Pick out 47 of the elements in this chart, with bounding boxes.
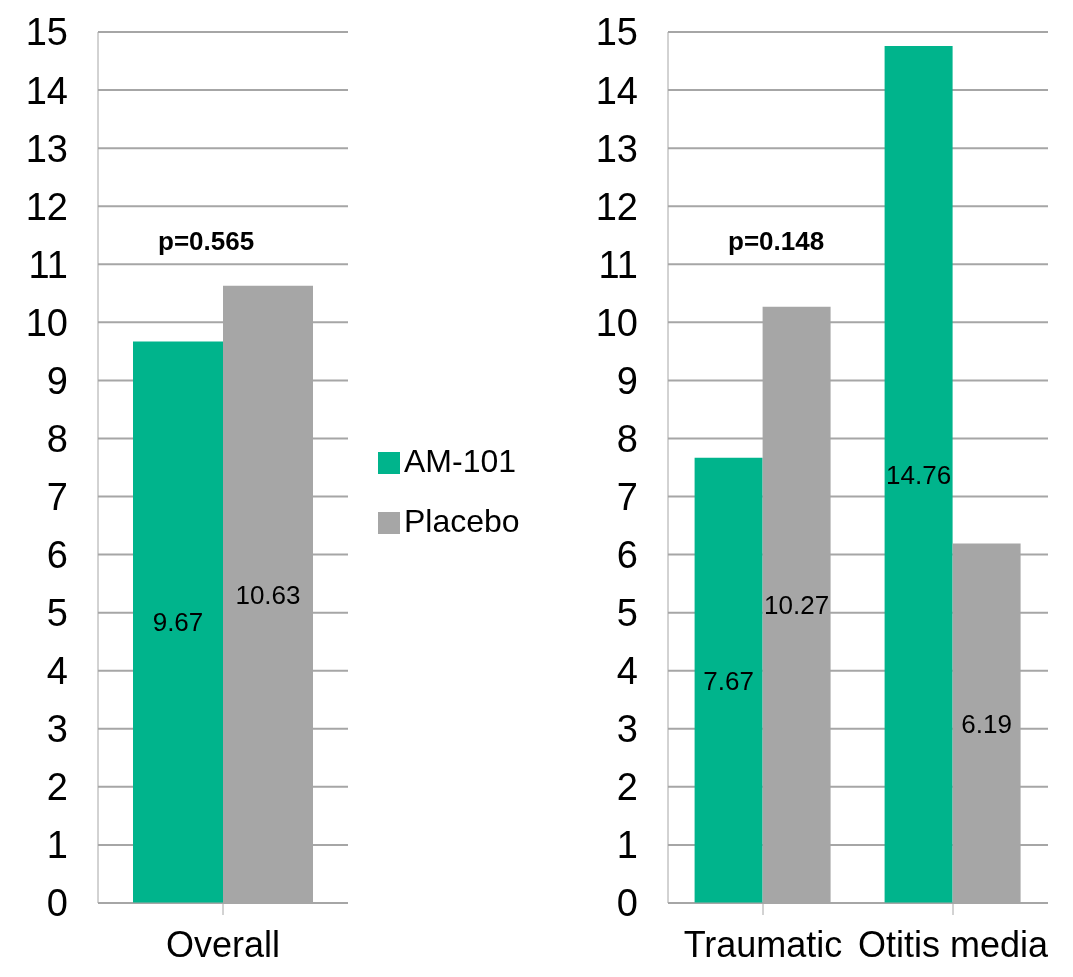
y-tick-label: 5 [46, 592, 68, 635]
y-tick-label: 0 [616, 882, 638, 925]
y-tick-label: 10 [595, 301, 638, 344]
y-tick-label: 3 [46, 708, 68, 751]
y-tick-label: 4 [46, 650, 68, 693]
y-tick-label: 14 [595, 69, 638, 112]
x-tick-label: Overall [165, 923, 281, 965]
y-tick-label: 12 [25, 185, 68, 228]
y-tick-label: 0 [46, 882, 68, 925]
legend-label: Placebo [404, 502, 520, 539]
y-tick-label: 15 [595, 11, 638, 54]
data-label: 10.27 [764, 590, 830, 621]
y-tick-label: 9 [616, 359, 638, 402]
y-tick-label: 14 [25, 69, 68, 112]
y-tick-label: 6 [46, 534, 68, 577]
y-tick-label: 11 [598, 243, 638, 286]
y-tick-label: 8 [616, 417, 638, 460]
annotation: p=0.565 [158, 226, 255, 257]
y-tick-label: 2 [616, 766, 638, 809]
y-tick-label: 13 [595, 127, 638, 170]
y-tick-label: 12 [595, 185, 638, 228]
y-tick-label: 15 [25, 11, 68, 54]
y-tick-label: 3 [616, 708, 638, 751]
bar [694, 457, 763, 903]
data-label: 9.67 [152, 607, 204, 638]
y-tick-label: 13 [25, 127, 68, 170]
y-tick-label: 4 [616, 650, 638, 693]
legend-label: AM-101 [404, 442, 517, 479]
data-label: 6.19 [961, 708, 1012, 739]
annotation: p=0.148 [728, 226, 825, 257]
x-tick-label: Traumatic [683, 923, 843, 965]
data-label: 10.63 [235, 579, 301, 610]
y-tick-label: 7 [616, 476, 638, 519]
y-tick-label: 9 [46, 359, 68, 402]
y-tick-label: 1 [616, 824, 638, 867]
data-label: 7.67 [703, 665, 754, 696]
y-tick-label: 10 [25, 301, 68, 344]
y-tick-label: 6 [616, 534, 638, 577]
y-tick-label: 8 [46, 417, 68, 460]
y-tick-label: 5 [616, 592, 638, 635]
bar [884, 45, 953, 903]
y-tick-label: 2 [46, 766, 68, 809]
data-label: 14.76 [886, 459, 952, 490]
y-tick-label: 1 [46, 824, 68, 867]
y-tick-label: 11 [28, 243, 68, 286]
x-tick-label: Otitis media [857, 923, 1049, 965]
y-tick-label: 7 [46, 476, 68, 519]
